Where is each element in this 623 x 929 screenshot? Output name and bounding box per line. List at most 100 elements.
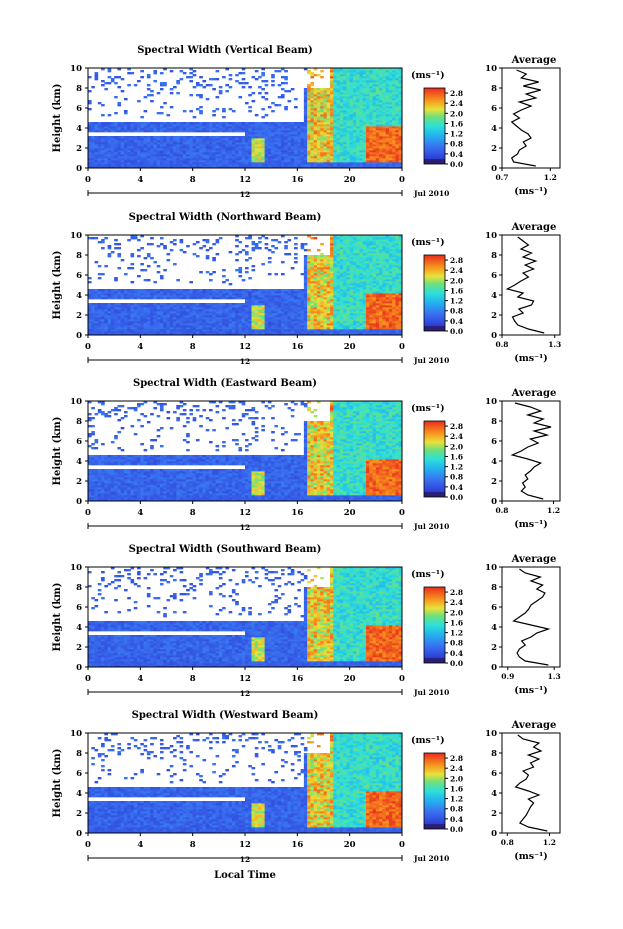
heatmap-cell [307, 299, 311, 302]
heatmap-cell [313, 297, 318, 300]
heatmap-cell [153, 307, 158, 310]
heatmap-cell [150, 160, 154, 163]
heatmap-cell [395, 118, 400, 121]
heatmap-cell [330, 88, 334, 91]
heatmap-cell [336, 148, 341, 151]
heatmap-cell [114, 76, 118, 79]
heatmap-cell [359, 122, 364, 125]
heatmap-cell [346, 140, 351, 143]
heatmap-cell [163, 162, 167, 165]
heatmap-cell [303, 259, 308, 262]
heatmap-cell [133, 140, 138, 143]
heatmap-cell [333, 154, 337, 157]
heatmap-cell [385, 110, 390, 113]
heatmap-cell [398, 144, 403, 147]
heatmap-cell [310, 88, 315, 91]
heatmap-cell [310, 116, 315, 119]
heatmap-cell [267, 148, 272, 151]
heatmap-cell [130, 146, 135, 149]
heatmap-cell [238, 269, 243, 272]
heatmap-cell [287, 134, 292, 137]
heatmap-cell [101, 327, 105, 330]
heatmap-cell [366, 124, 370, 127]
heatmap-cell [101, 293, 105, 296]
heatmap-cell [339, 124, 344, 127]
heatmap-cell [307, 142, 311, 145]
heatmap-cell [385, 94, 390, 97]
heatmap-cell [310, 136, 315, 139]
heatmap-cell [110, 156, 115, 159]
heatmap-cell [320, 120, 324, 123]
heatmap-cell [192, 331, 197, 334]
heatmap-cell [192, 307, 197, 310]
heatmap-cell [339, 144, 344, 147]
heatmap-cell [290, 311, 295, 314]
heatmap-cell [258, 297, 262, 300]
heatmap-cell [189, 142, 194, 145]
heatmap-cell [254, 329, 259, 332]
heatmap-cell [241, 152, 246, 155]
heatmap-cell [388, 166, 393, 169]
heatmap-cell [362, 152, 367, 155]
heatmap-cell [398, 74, 403, 77]
heatmap-cell [336, 120, 341, 123]
heatmap-cell [258, 132, 262, 135]
heatmap-cell [388, 76, 393, 79]
heatmap-cell [349, 156, 354, 159]
heatmap-cell [130, 160, 135, 163]
heatmap-cell [316, 293, 321, 296]
heatmap-cell [97, 325, 102, 328]
heatmap-cell [297, 138, 301, 141]
heatmap-cell [143, 315, 148, 318]
heatmap-cell [143, 317, 148, 320]
heatmap-cell [91, 164, 95, 167]
heatmap-cell [359, 156, 364, 159]
heatmap-cell [258, 325, 262, 328]
heatmap-cell [245, 267, 249, 270]
heatmap-cell [320, 144, 324, 147]
heatmap-cell [382, 124, 386, 127]
heatmap-cell [215, 126, 220, 129]
heatmap-cell [241, 136, 246, 139]
heatmap-cell [169, 140, 174, 143]
heatmap-cell [182, 327, 187, 330]
heatmap-cell [104, 237, 108, 240]
heatmap-cell [150, 144, 154, 147]
heatmap-cell [280, 319, 285, 322]
heatmap-cell [398, 94, 403, 97]
heatmap-cell [137, 128, 141, 131]
heatmap-cell [97, 297, 102, 300]
heatmap-cell [320, 76, 324, 79]
heatmap-cell [251, 164, 256, 167]
heatmap-cell [195, 297, 200, 300]
heatmap-cell [261, 148, 265, 151]
heatmap-cell [182, 329, 187, 332]
heatmap-cell [372, 126, 377, 129]
heatmap-cell [212, 144, 216, 147]
heatmap-cell [316, 277, 321, 280]
heatmap-cell [254, 78, 259, 81]
heatmap-cell [290, 130, 295, 133]
heatmap-cell [163, 154, 167, 157]
heatmap-cell [297, 307, 301, 310]
heatmap-cell [297, 136, 301, 139]
heatmap-cell [195, 325, 200, 328]
heatmap-cell [352, 126, 357, 129]
heatmap-cell [356, 102, 360, 105]
heatmap-cell [218, 327, 223, 330]
heatmap-cell [205, 126, 210, 129]
heatmap-cell [163, 158, 167, 161]
heatmap-cell [310, 144, 315, 147]
heatmap-cell [392, 140, 396, 143]
heatmap-cell [153, 333, 158, 336]
heatmap-cell [192, 146, 197, 149]
heatmap-cell [267, 313, 272, 316]
heatmap-cell [195, 289, 200, 292]
heatmap-cell [356, 122, 360, 125]
heatmap-cell [130, 235, 135, 238]
heatmap-cell [398, 102, 403, 105]
heatmap-cell [241, 130, 246, 133]
heatmap-cell [130, 313, 135, 316]
heatmap-cell [261, 311, 265, 314]
heatmap-cell [290, 315, 295, 318]
